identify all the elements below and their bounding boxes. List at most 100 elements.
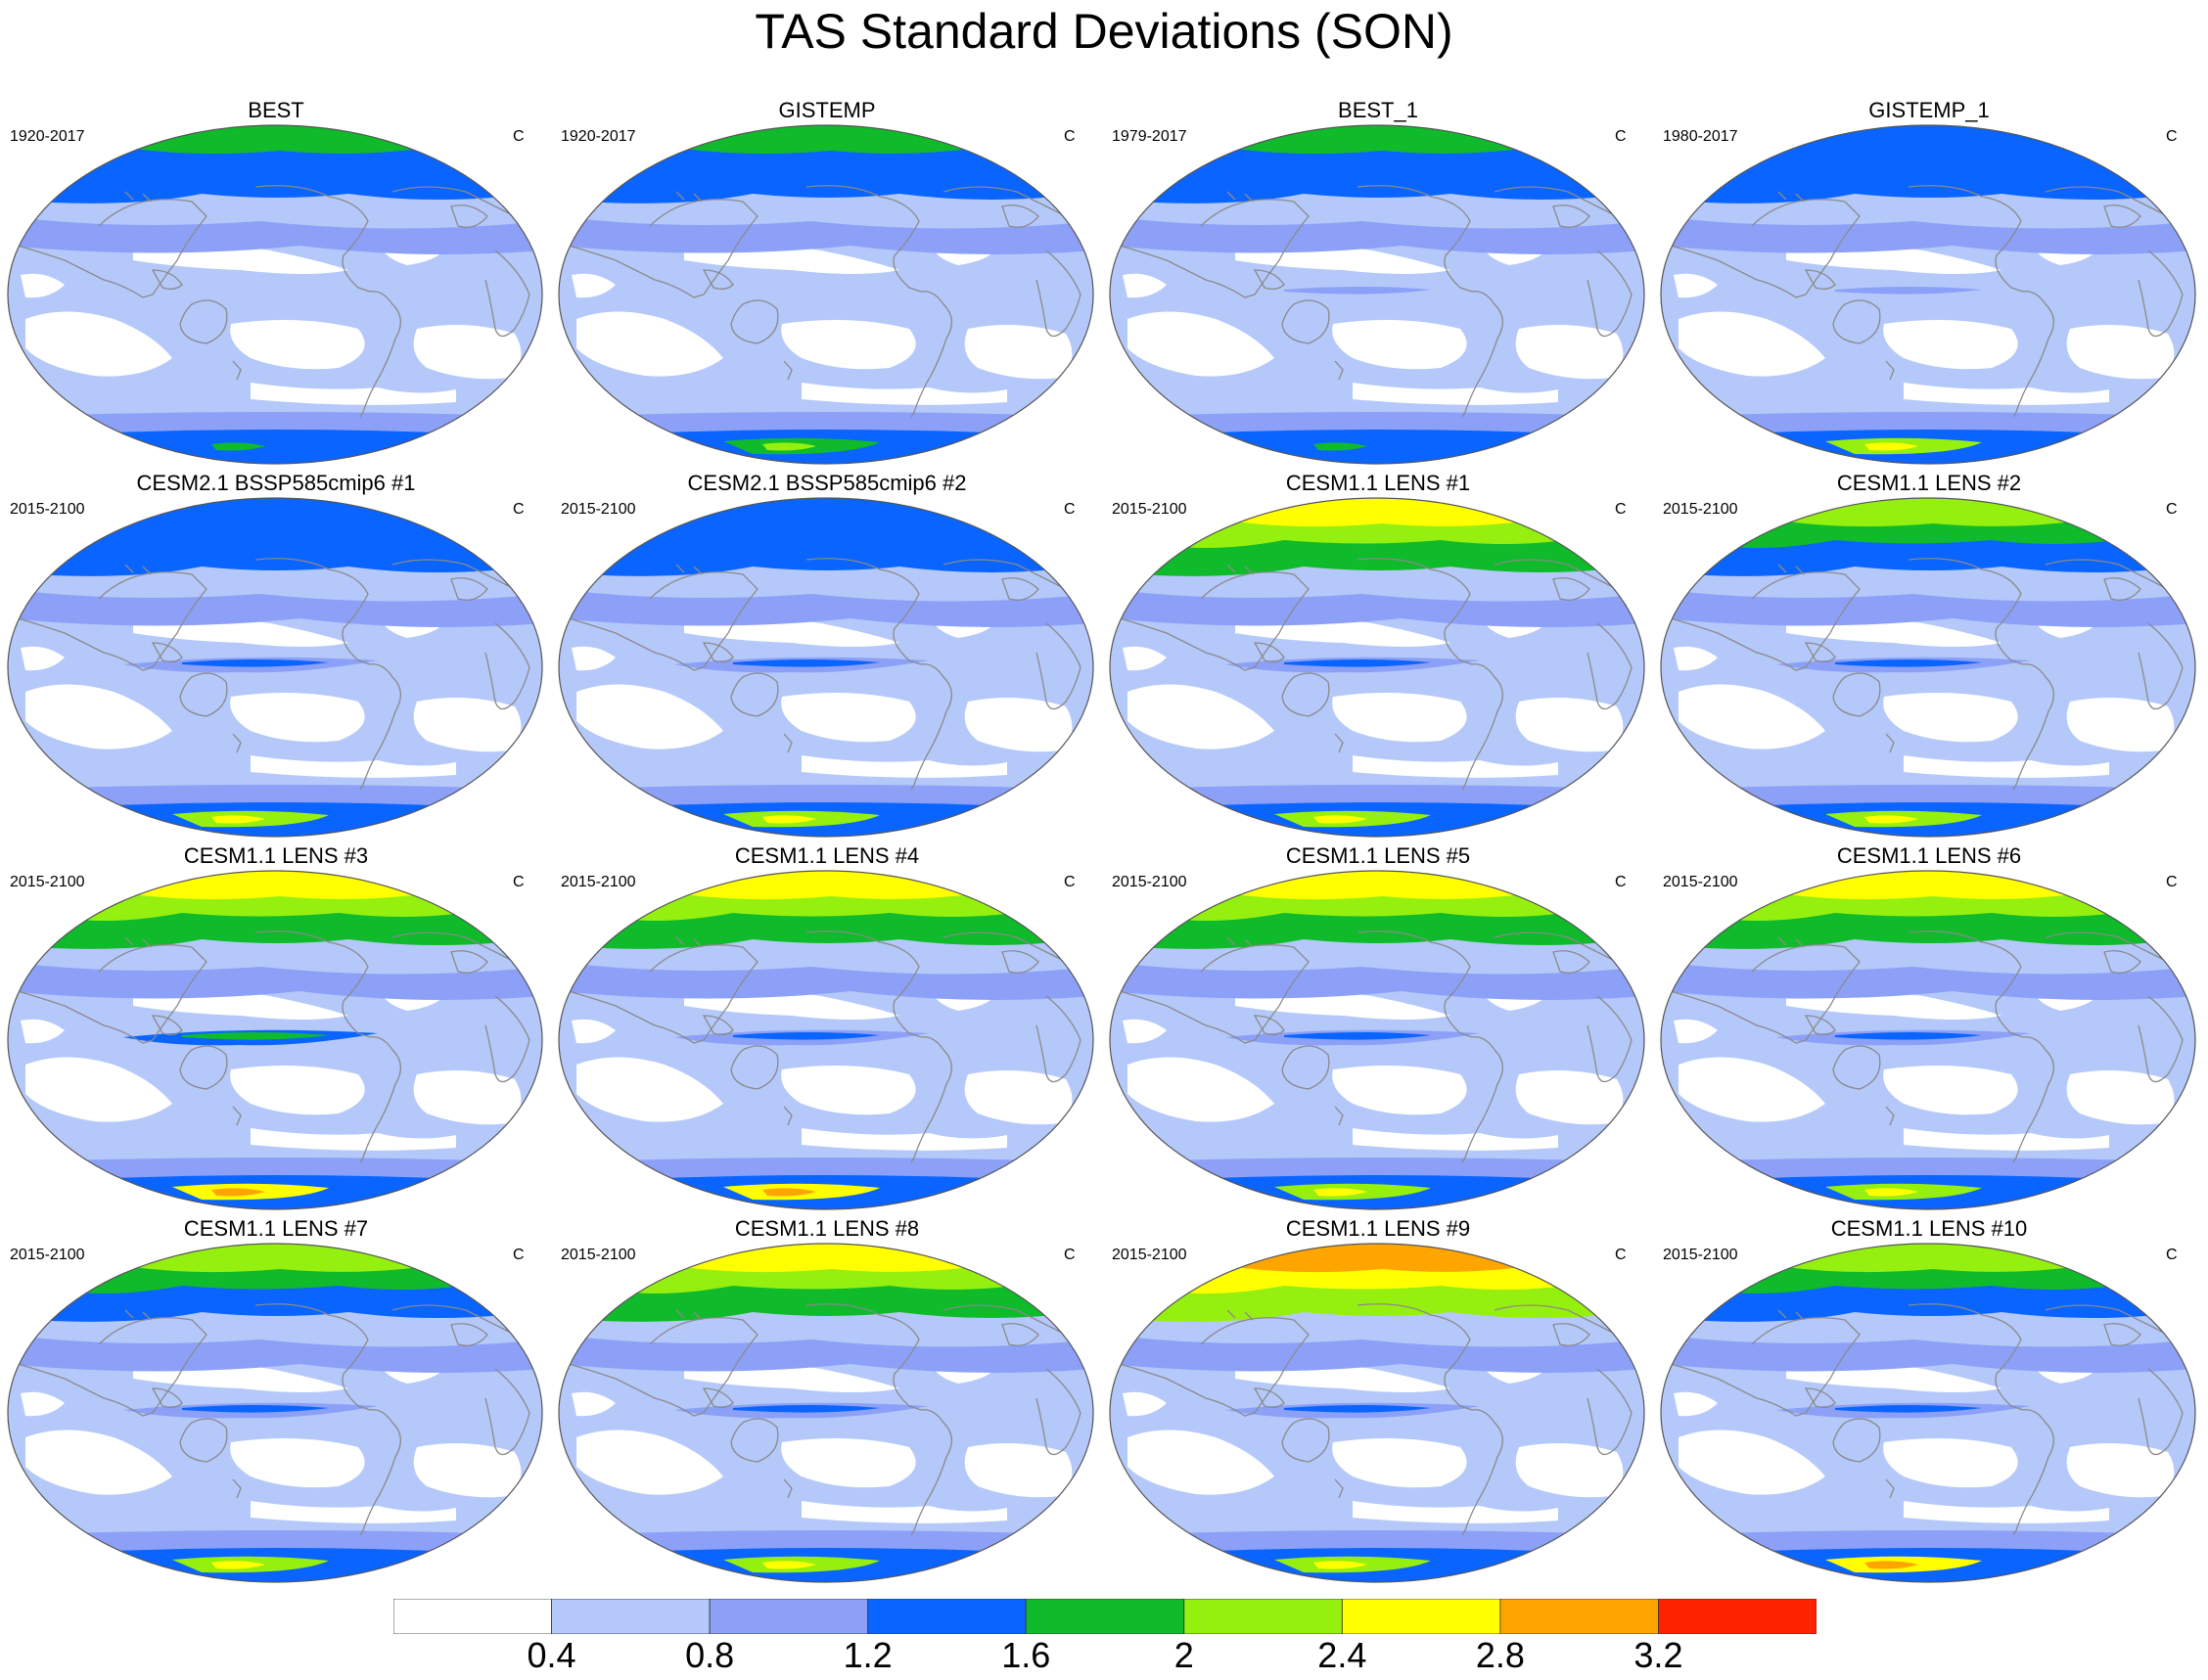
map-projection [558,124,1094,465]
map-panel: CESM1.1 LENS #7 2015-2100 C [0,1216,552,1588]
colorbar-tick-label: 1.2 [843,1635,893,1675]
colorbar-tick-label: 1.6 [1001,1635,1051,1675]
panel-title: GISTEMP [778,98,876,122]
map-panel: CESM2.1 BSSP585cmip6 #2 2015-2100 C [551,471,1103,842]
figure-title: TAS Standard Deviations (SON) [755,4,1453,59]
panel-units: C [1064,501,1076,518]
map-projection [7,124,543,465]
colorbar-swatch [867,1599,1027,1634]
panel-units: C [1615,874,1627,890]
panel-period: 2015-2100 [1112,1247,1187,1263]
map-panel: CESM1.1 LENS #2 2015-2100 C [1653,471,2205,842]
map-projection [1109,124,1645,465]
panel-title: CESM1.1 LENS #4 [734,843,920,868]
panel-period: 2015-2100 [561,501,636,518]
panel-title: BEST_1 [1338,98,1418,122]
map-projection [558,870,1094,1210]
map-projection [7,497,543,838]
map-panel: GISTEMP 1920-2017 C [551,98,1103,470]
panel-title: CESM2.1 BSSP585cmip6 #1 [136,471,416,495]
map-panel: CESM1.1 LENS #1 2015-2100 C [1102,471,1654,842]
colorbar-tick-label: 3.2 [1633,1635,1683,1675]
panel-title: CESM1.1 LENS #3 [183,843,369,868]
map-panel: BEST_1 1979-2017 C [1102,98,1654,470]
colorbar-swatch [551,1599,711,1634]
colorbar-tick-label: 2.8 [1475,1635,1525,1675]
panel-units: C [1615,501,1627,518]
panel-title: CESM1.1 LENS #6 [1836,843,2022,868]
panel-units: C [1064,874,1076,890]
panel-period: 2015-2100 [1112,874,1187,890]
panel-units: C [513,128,525,145]
map-projection [1109,870,1645,1210]
panel-units: C [2166,1247,2178,1263]
panel-period: 2015-2100 [1663,1247,1738,1263]
panel-period: 1920-2017 [10,128,85,145]
map-panel: CESM1.1 LENS #10 2015-2100 C [1653,1216,2205,1588]
colorbar-swatch [1025,1599,1185,1634]
colorbar-swatch [1183,1599,1343,1634]
panel-period: 2015-2100 [561,874,636,890]
panel-units: C [1615,1247,1627,1263]
colorbar-swatch [1341,1599,1501,1634]
map-projection [558,1243,1094,1583]
map-panel: CESM1.1 LENS #3 2015-2100 C [0,843,552,1215]
panel-period: 2015-2100 [10,501,85,518]
panel-period: 2015-2100 [1663,874,1738,890]
map-projection [558,497,1094,838]
panel-units: C [1064,128,1076,145]
colorbar-swatch [393,1599,552,1634]
panel-title: GISTEMP_1 [1868,98,1990,122]
panel-units: C [2166,874,2178,890]
panel-title: CESM2.1 BSSP585cmip6 #2 [687,471,967,495]
map-projection [1660,1243,2196,1583]
panel-period: 1979-2017 [1112,128,1187,145]
panel-units: C [513,501,525,518]
colorbar-tick-label: 2.4 [1317,1635,1367,1675]
panel-title: BEST [248,98,304,122]
map-projection [1660,124,2196,465]
map-projection [1109,497,1645,838]
map-panel: GISTEMP_1 1980-2017 C [1653,98,2205,470]
map-panel: BEST 1920-2017 C [0,98,552,470]
map-panel: CESM1.1 LENS #8 2015-2100 C [551,1216,1103,1588]
panel-title: CESM1.1 LENS #8 [734,1216,920,1241]
panel-units: C [1064,1247,1076,1263]
panel-period: 2015-2100 [1112,501,1187,518]
panel-units: C [513,1247,525,1263]
map-panel: CESM1.1 LENS #5 2015-2100 C [1102,843,1654,1215]
panel-period: 1920-2017 [561,128,636,145]
panel-period: 1980-2017 [1663,128,1738,145]
map-panel: CESM1.1 LENS #9 2015-2100 C [1102,1216,1654,1588]
panel-title: CESM1.1 LENS #9 [1285,1216,1471,1241]
map-panel: CESM1.1 LENS #4 2015-2100 C [551,843,1103,1215]
colorbar-tick-label: 0.4 [527,1635,576,1675]
panel-period: 2015-2100 [561,1247,636,1263]
panel-units: C [2166,501,2178,518]
colorbar-swatch [1499,1599,1659,1634]
colorbar-swatch [1658,1599,1817,1634]
panel-units: C [513,874,525,890]
panel-title: CESM1.1 LENS #10 [1830,1216,2028,1241]
panel-title: CESM1.1 LENS #5 [1285,843,1471,868]
colorbar-swatch [709,1599,869,1634]
panel-period: 2015-2100 [10,1247,85,1263]
map-projection [1660,870,2196,1210]
colorbar-tick-label: 0.8 [685,1635,735,1675]
colorbar [393,1599,1817,1634]
panel-period: 2015-2100 [10,874,85,890]
panel-units: C [2166,128,2178,145]
map-projection [7,1243,543,1583]
colorbar-labels: 0.4 0.8 1.2 1.6 2 2.4 2.8 3.2 [0,1636,2208,1675]
map-projection [1109,1243,1645,1583]
panel-period: 2015-2100 [1663,501,1738,518]
panel-title: CESM1.1 LENS #2 [1836,471,2022,495]
panel-title: CESM1.1 LENS #1 [1285,471,1471,495]
map-projection [1660,497,2196,838]
panel-title: CESM1.1 LENS #7 [183,1216,369,1241]
panel-units: C [1615,128,1627,145]
colorbar-tick-label: 2 [1173,1635,1194,1675]
map-panel: CESM2.1 BSSP585cmip6 #1 2015-2100 C [0,471,552,842]
map-projection [7,870,543,1210]
